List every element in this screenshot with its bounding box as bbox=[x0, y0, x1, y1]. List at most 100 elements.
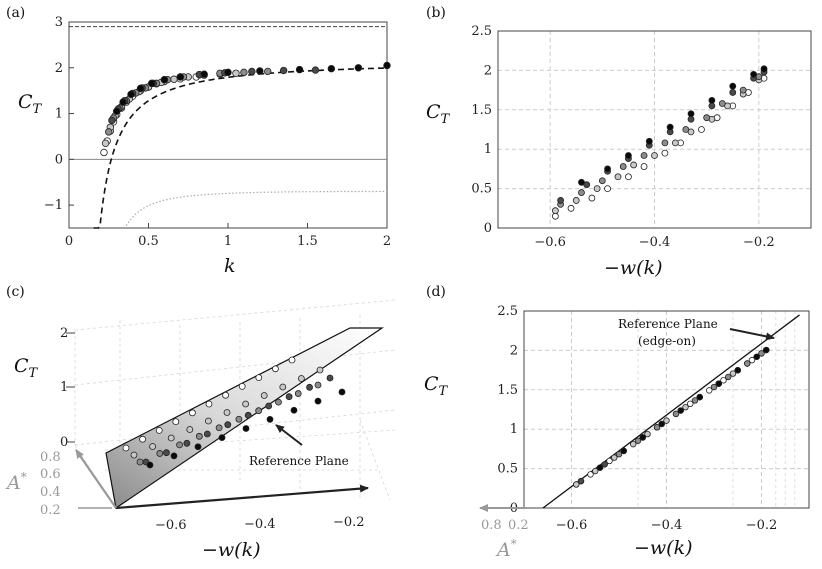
panel-c-point bbox=[136, 458, 144, 466]
panel-b-point bbox=[625, 152, 632, 159]
panel-c-point bbox=[204, 417, 212, 425]
panel-c-annotation: Reference Plane bbox=[249, 454, 349, 468]
panel-b-point bbox=[739, 86, 747, 94]
panel-c-zlabel: A* bbox=[5, 470, 27, 494]
panel-c-point bbox=[130, 451, 138, 459]
panel-c-point bbox=[242, 425, 250, 432]
panel-c-xlabel: −w(k) bbox=[202, 539, 261, 561]
panel-c-point bbox=[235, 415, 243, 423]
panel-c-point bbox=[288, 356, 296, 364]
panel-c-point bbox=[205, 400, 213, 408]
panel-d-frame bbox=[523, 310, 810, 509]
panel-a-ytick: 3 bbox=[55, 15, 63, 30]
panel-b-point bbox=[588, 194, 596, 202]
panel-d-point bbox=[682, 403, 689, 411]
panel-b-point bbox=[604, 185, 611, 193]
panel-a-frame bbox=[68, 21, 388, 229]
panel-a-point bbox=[170, 75, 178, 83]
panel-d-point bbox=[634, 437, 642, 444]
panel-c-point bbox=[265, 402, 273, 410]
panel-b-point bbox=[604, 165, 611, 173]
panel-c-point bbox=[266, 415, 274, 423]
panel-c-ztick: 0.6 bbox=[40, 467, 61, 482]
panel-d-ytick: 1 bbox=[510, 422, 518, 437]
panel-c-label: (c) bbox=[6, 284, 25, 300]
panel-a-ytick: 0 bbox=[55, 152, 63, 167]
panel-a-ylabel: CT bbox=[18, 91, 43, 117]
panel-d-point bbox=[734, 367, 741, 374]
panel-c-point bbox=[139, 435, 147, 443]
panel-b: (b) −0.6 −0.4 −0.2 0 0.5 1 1.5 2 2.5 CT −w(k) bbox=[426, 5, 812, 279]
panel-b-point bbox=[729, 82, 737, 90]
panel-c-point bbox=[242, 400, 250, 408]
panel-c-point bbox=[195, 432, 203, 440]
panel-d-point bbox=[611, 454, 618, 461]
panel-b-point bbox=[614, 173, 622, 181]
panel-c-point bbox=[326, 374, 334, 382]
panel-b-ytick: 2.5 bbox=[471, 24, 492, 39]
panel-c-point bbox=[244, 411, 252, 419]
panel-d-label: (d) bbox=[426, 284, 446, 300]
panel-a-xtick: 0 bbox=[65, 234, 73, 249]
panel-c-point bbox=[316, 366, 324, 374]
panel-d-point bbox=[710, 383, 718, 391]
panel-a-point bbox=[383, 61, 391, 70]
panel-d-xtick: −0.6 bbox=[556, 518, 588, 533]
panel-d-xtick: −0.4 bbox=[651, 518, 683, 533]
panel-c-point bbox=[163, 449, 170, 457]
panel-d-point bbox=[715, 380, 722, 387]
panel-c-point bbox=[203, 430, 211, 438]
panel-a: (a) 0 0.5 1 1.5 2 −1 0 1 2 3 CT k bbox=[6, 5, 391, 277]
panel-a-point bbox=[101, 139, 110, 148]
panel-a-xtick: 1.5 bbox=[297, 234, 318, 249]
panel-c-point bbox=[314, 397, 322, 405]
panel-c-astar-axis-arrow bbox=[75, 449, 117, 509]
panel-c-point bbox=[167, 434, 175, 442]
panel-a-point bbox=[119, 98, 127, 106]
panel-c-ztick: 0.4 bbox=[40, 485, 61, 500]
panel-c-xtick: −0.2 bbox=[333, 515, 365, 530]
panel-d-point bbox=[687, 400, 694, 408]
panel-b-point bbox=[666, 123, 674, 131]
panel-d-annotation-line2: (edge-on) bbox=[638, 334, 696, 348]
panel-c-ylabel: CT bbox=[14, 355, 39, 381]
panel-c-point bbox=[314, 381, 322, 389]
panel-d-point bbox=[596, 464, 604, 471]
panel-a-xtick: 0.5 bbox=[138, 234, 159, 249]
panel-b-point bbox=[645, 137, 653, 145]
panel-c-point bbox=[223, 409, 231, 416]
panel-c-point bbox=[215, 424, 223, 432]
panel-b-point bbox=[551, 207, 559, 215]
panel-b-ylabel: CT bbox=[426, 101, 451, 127]
panel-a-point bbox=[112, 107, 121, 115]
panel-d-ztick: 0.2 bbox=[508, 518, 529, 533]
panel-c-point bbox=[294, 390, 302, 397]
panel-d-point bbox=[672, 410, 680, 418]
panel-b-xtick: −0.6 bbox=[534, 235, 566, 250]
panel-c-point bbox=[149, 443, 157, 450]
panel-d-point bbox=[630, 440, 637, 448]
panel-a-point bbox=[176, 73, 184, 81]
panel-b-point bbox=[760, 65, 768, 73]
panel-b-point bbox=[687, 115, 695, 123]
panel-d-point bbox=[744, 360, 751, 367]
panel-d-point bbox=[639, 434, 646, 441]
panel-d-ylabel: CT bbox=[424, 373, 449, 399]
panel-c-x-axis-arrow bbox=[115, 484, 369, 510]
panel-c-ztick: 0.2 bbox=[40, 503, 61, 518]
panel-c-point bbox=[183, 439, 191, 447]
panel-d-point bbox=[587, 471, 594, 478]
panel-a-point bbox=[240, 68, 248, 77]
panel-d-point bbox=[573, 481, 580, 488]
panel-c-point bbox=[290, 406, 298, 414]
panel-d-point bbox=[620, 447, 627, 455]
panel-d-point bbox=[653, 424, 661, 431]
panel-c-annotation-arrow bbox=[275, 424, 303, 446]
panel-c-point bbox=[260, 392, 268, 399]
reference-plane bbox=[105, 327, 384, 510]
panel-d-point bbox=[592, 467, 599, 475]
panel-d-ytick: 2.5 bbox=[497, 304, 518, 319]
panel-b-point bbox=[598, 177, 606, 185]
panel-b-point bbox=[625, 173, 632, 181]
